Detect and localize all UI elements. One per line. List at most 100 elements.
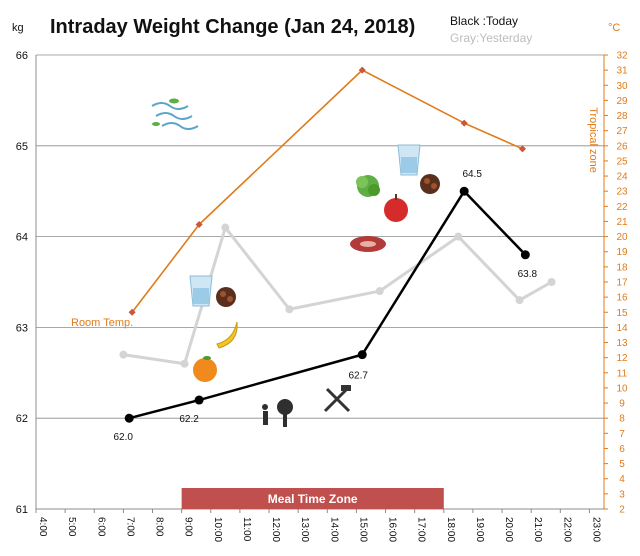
data-point-temp — [518, 145, 526, 153]
x-tick-label: 16:00 — [387, 517, 398, 542]
banana-icon — [216, 321, 238, 349]
axis-ticks: 6162636465662345678910111213141516171819… — [16, 50, 628, 542]
water-glass-icon — [397, 144, 421, 176]
water-glass-icon — [189, 275, 213, 307]
x-tick-label: 9:00 — [183, 517, 194, 537]
x-tick-label: 12:00 — [270, 517, 281, 542]
data-point-yesterday — [285, 305, 294, 314]
x-tick-label: 5:00 — [66, 517, 77, 537]
right-tick-label: 31 — [616, 66, 628, 77]
chocolate-icon — [420, 174, 440, 194]
orange-icon — [193, 356, 217, 382]
steak-icon — [350, 236, 386, 252]
data-point-temp — [195, 220, 203, 229]
data-point-today — [520, 250, 530, 260]
apple-icon — [384, 194, 408, 222]
series-line-black-today — [128, 189, 527, 420]
right-tick-label: 14 — [616, 323, 628, 334]
x-tick-label: 19:00 — [474, 517, 485, 542]
x-tick-label: 22:00 — [561, 517, 572, 542]
right-tick-label: 11 — [617, 368, 628, 379]
x-tick-label: 14:00 — [328, 517, 339, 542]
data-point-yesterday — [375, 287, 384, 296]
x-tick-label: 4:00 — [37, 517, 48, 537]
right-tick-label: 30 — [616, 81, 628, 92]
data-label: 64.5 — [462, 169, 482, 180]
right-tick-label: 17 — [616, 278, 628, 289]
right-tick-label: 28 — [616, 111, 628, 122]
tropical-zone-label: Tropical zone — [587, 107, 599, 173]
chart-title: Intraday Weight Change (Jan 24, 2018) — [50, 16, 415, 38]
chocolate-icon — [216, 287, 236, 307]
data-point-yesterday — [119, 350, 128, 359]
left-axis-unit: kg — [12, 22, 24, 34]
right-tick-label: 19 — [616, 247, 628, 258]
data-point-today — [459, 186, 469, 196]
meal-time-zone-label: Meal Time Zone — [268, 492, 358, 506]
series-line-gray-yesterday — [123, 226, 553, 366]
right-tick-label: 24 — [616, 172, 628, 183]
room-temp-label: Room Temp. — [71, 317, 133, 329]
x-tick-label: 6:00 — [95, 517, 106, 537]
right-tick-label: 5 — [619, 459, 625, 470]
right-tick-label: 10 — [616, 383, 628, 394]
left-tick-label: 65 — [16, 141, 28, 153]
left-tick-label: 61 — [16, 504, 28, 516]
right-tick-label: 16 — [616, 293, 628, 304]
data-point-yesterday — [547, 278, 556, 286]
right-tick-label: 6 — [619, 444, 625, 455]
lettuce-icon — [356, 175, 380, 197]
left-tick-label: 63 — [16, 322, 28, 334]
x-tick-label: 21:00 — [532, 517, 543, 542]
left-tick-label: 64 — [16, 232, 28, 244]
data-label: 62.0 — [113, 432, 133, 443]
right-tick-label: 21 — [616, 217, 628, 228]
right-tick-label: 13 — [616, 338, 628, 349]
data-label: 62.7 — [349, 371, 369, 382]
left-tick-label: 66 — [16, 50, 28, 62]
x-tick-label: 7:00 — [124, 517, 135, 537]
x-tick-label: 23:00 — [590, 517, 601, 542]
right-tick-label: 7 — [619, 429, 625, 440]
right-tick-label: 25 — [616, 156, 628, 167]
data-point-yesterday — [515, 296, 524, 305]
data-label: 62.2 — [179, 414, 199, 425]
data-point-today — [124, 413, 134, 423]
data-point-temp — [358, 66, 366, 74]
x-tick-label: 11:00 — [241, 517, 252, 542]
right-tick-label: 27 — [616, 126, 628, 137]
legend-today: Black :Today — [450, 14, 518, 28]
right-tick-label: 8 — [619, 414, 625, 425]
right-tick-label: 2 — [619, 505, 625, 516]
series-layer: 62.0 62.2 62.7 64.5 63.8 — [113, 66, 556, 443]
right-tick-label: 22 — [616, 202, 628, 213]
data-point-temp — [460, 119, 468, 127]
wind-icon — [151, 98, 199, 130]
tools-icon — [323, 385, 351, 413]
x-tick-label: 20:00 — [503, 517, 514, 542]
right-axis-unit: °C — [608, 22, 620, 34]
legend-yesterday: Gray:Yesterday — [450, 31, 532, 45]
right-tick-label: 9 — [619, 399, 625, 410]
data-point-yesterday — [180, 359, 189, 368]
left-tick-label: 62 — [16, 413, 28, 425]
right-tick-label: 20 — [616, 232, 628, 243]
right-tick-label: 15 — [616, 308, 628, 319]
data-point-temp — [128, 308, 136, 316]
x-tick-label: 13:00 — [299, 517, 310, 542]
x-tick-label: 18:00 — [445, 517, 456, 542]
data-label: 63.8 — [518, 269, 538, 280]
meal-time-zone — [181, 488, 444, 509]
gardening-icon — [262, 399, 293, 427]
data-point-today — [194, 395, 204, 405]
right-tick-label: 12 — [616, 353, 628, 364]
right-tick-label: 29 — [616, 96, 628, 107]
data-point-yesterday — [454, 232, 463, 241]
right-tick-label: 32 — [616, 51, 628, 62]
x-tick-label: 17:00 — [416, 517, 427, 542]
x-tick-label: 10:00 — [212, 517, 223, 542]
right-tick-label: 3 — [619, 489, 625, 500]
right-tick-label: 26 — [616, 141, 628, 152]
data-point-yesterday — [221, 223, 230, 232]
